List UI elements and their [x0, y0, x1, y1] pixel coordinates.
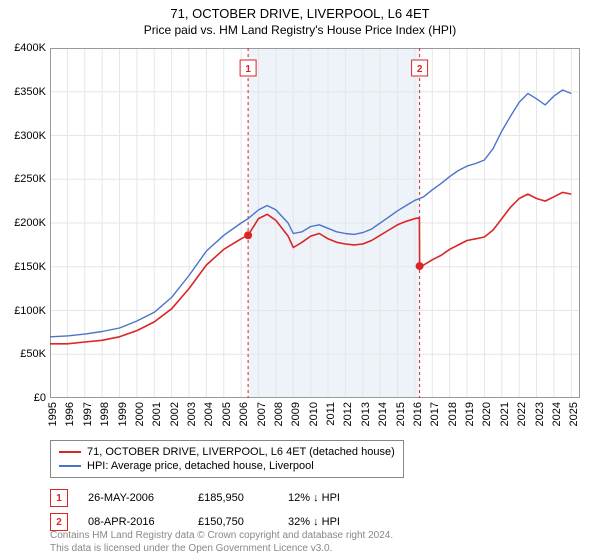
y-axis-tick: £350K: [2, 86, 46, 98]
x-axis-tick: 2009: [290, 402, 296, 426]
chart-area: 12 £0£50K£100K£150K£200K£250K£300K£350K£…: [50, 48, 580, 398]
event-diff: 32% ↓ HPI: [288, 516, 368, 528]
event-price: £150,750: [198, 516, 268, 528]
x-axis-tick: 2007: [256, 402, 262, 426]
x-axis-tick: 2004: [203, 402, 209, 426]
y-axis-tick: £250K: [2, 173, 46, 185]
x-axis-tick: 2025: [568, 402, 574, 426]
legend-item-property: 71, OCTOBER DRIVE, LIVERPOOL, L6 4ET (de…: [59, 445, 395, 459]
chart-title: 71, OCTOBER DRIVE, LIVERPOOL, L6 4ET: [0, 0, 600, 21]
y-axis-tick: £400K: [2, 42, 46, 54]
x-axis-tick: 2020: [481, 402, 487, 426]
y-axis-tick: £150K: [2, 261, 46, 273]
legend-swatch: [59, 465, 81, 467]
legend-item-hpi: HPI: Average price, detached house, Live…: [59, 459, 395, 473]
svg-text:2: 2: [417, 64, 423, 75]
legend-label: HPI: Average price, detached house, Live…: [87, 460, 314, 472]
x-axis-tick: 2017: [429, 402, 435, 426]
x-axis-tick: 1998: [99, 402, 105, 426]
y-axis-tick: £0: [2, 392, 46, 404]
event-price: £185,950: [198, 492, 268, 504]
x-axis-tick: 2019: [464, 402, 470, 426]
svg-text:1: 1: [245, 64, 251, 75]
x-axis-tick: 2005: [221, 402, 227, 426]
attribution-line: Contains HM Land Registry data © Crown c…: [50, 530, 393, 543]
y-axis-tick: £100K: [2, 305, 46, 317]
x-axis-tick: 1999: [117, 402, 123, 426]
event-row: 1 26-MAY-2006 £185,950 12% ↓ HPI: [50, 486, 368, 510]
chart-container: 71, OCTOBER DRIVE, LIVERPOOL, L6 4ET Pri…: [0, 0, 600, 560]
y-axis-tick: £50K: [2, 348, 46, 360]
event-diff: 12% ↓ HPI: [288, 492, 368, 504]
x-axis-tick: 1997: [82, 402, 88, 426]
x-axis-tick: 2014: [377, 402, 383, 426]
x-axis-tick: 2003: [186, 402, 192, 426]
event-date: 26-MAY-2006: [88, 492, 178, 504]
x-axis-tick: 1996: [64, 402, 70, 426]
x-axis-tick: 2023: [534, 402, 540, 426]
x-axis-tick: 2015: [395, 402, 401, 426]
attribution-line: This data is licensed under the Open Gov…: [50, 543, 393, 556]
x-axis-tick: 2001: [151, 402, 157, 426]
y-axis-tick: £300K: [2, 130, 46, 142]
x-axis-tick: 2010: [308, 402, 314, 426]
event-marker-icon: 1: [50, 489, 68, 507]
x-axis-tick: 2002: [169, 402, 175, 426]
x-axis-tick: 2024: [551, 402, 557, 426]
event-marker-icon: 2: [50, 513, 68, 531]
x-axis-tick: 1995: [47, 402, 53, 426]
x-axis-tick: 2013: [360, 402, 366, 426]
legend: 71, OCTOBER DRIVE, LIVERPOOL, L6 4ET (de…: [50, 440, 404, 478]
chart-svg: 12: [50, 48, 580, 398]
x-axis-tick: 2018: [447, 402, 453, 426]
attribution: Contains HM Land Registry data © Crown c…: [50, 530, 393, 555]
x-axis-tick: 2021: [499, 402, 505, 426]
x-axis-tick: 2000: [134, 402, 140, 426]
x-axis-tick: 2022: [516, 402, 522, 426]
x-axis-tick: 2006: [238, 402, 244, 426]
event-date: 08-APR-2016: [88, 516, 178, 528]
x-axis-tick: 2011: [325, 402, 331, 426]
y-axis-tick: £200K: [2, 217, 46, 229]
events-table: 1 26-MAY-2006 £185,950 12% ↓ HPI 2 08-AP…: [50, 486, 368, 534]
x-axis-tick: 2012: [342, 402, 348, 426]
legend-label: 71, OCTOBER DRIVE, LIVERPOOL, L6 4ET (de…: [87, 446, 395, 458]
x-axis-tick: 2016: [412, 402, 418, 426]
chart-subtitle: Price paid vs. HM Land Registry's House …: [0, 21, 600, 37]
legend-swatch: [59, 451, 81, 453]
x-axis-tick: 2008: [273, 402, 279, 426]
